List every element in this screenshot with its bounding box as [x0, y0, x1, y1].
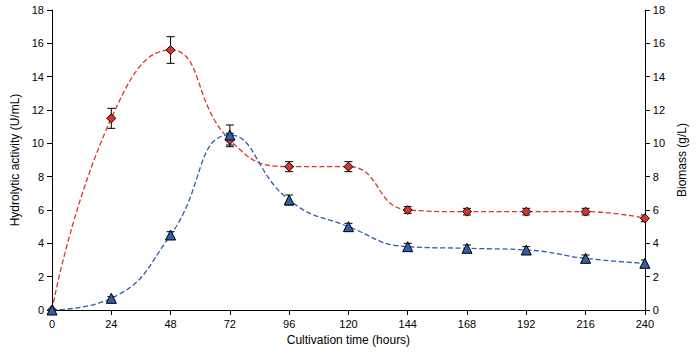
svg-text:72: 72	[224, 318, 236, 330]
svg-text:144: 144	[399, 318, 417, 330]
svg-text:16: 16	[32, 37, 44, 49]
svg-text:240: 240	[636, 318, 654, 330]
svg-text:8: 8	[38, 171, 44, 183]
svg-text:4: 4	[653, 237, 659, 249]
svg-text:24: 24	[105, 318, 117, 330]
svg-text:12: 12	[32, 104, 44, 116]
svg-text:10: 10	[32, 137, 44, 149]
svg-text:2: 2	[38, 271, 44, 283]
svg-text:14: 14	[32, 71, 44, 83]
svg-text:2: 2	[653, 271, 659, 283]
svg-text:120: 120	[339, 318, 357, 330]
svg-text:18: 18	[653, 4, 665, 16]
svg-text:48: 48	[164, 318, 176, 330]
svg-text:216: 216	[576, 318, 594, 330]
svg-text:12: 12	[653, 104, 665, 116]
svg-text:6: 6	[653, 204, 659, 216]
svg-text:6: 6	[38, 204, 44, 216]
svg-text:0: 0	[49, 318, 55, 330]
svg-text:168: 168	[458, 318, 476, 330]
svg-text:4: 4	[38, 237, 44, 249]
svg-text:0: 0	[653, 304, 659, 316]
svg-text:96: 96	[283, 318, 295, 330]
svg-text:16: 16	[653, 37, 665, 49]
svg-text:Cultivation time (hours): Cultivation time (hours)	[287, 333, 410, 347]
svg-text:18: 18	[32, 4, 44, 16]
svg-text:192: 192	[517, 318, 535, 330]
svg-text:14: 14	[653, 71, 665, 83]
svg-text:Hydrolytic activity (U/mL): Hydrolytic activity (U/mL)	[8, 94, 22, 227]
svg-text:Biomass (g/L): Biomass (g/L)	[675, 123, 689, 197]
svg-text:8: 8	[653, 171, 659, 183]
svg-text:0: 0	[38, 304, 44, 316]
svg-text:10: 10	[653, 137, 665, 149]
